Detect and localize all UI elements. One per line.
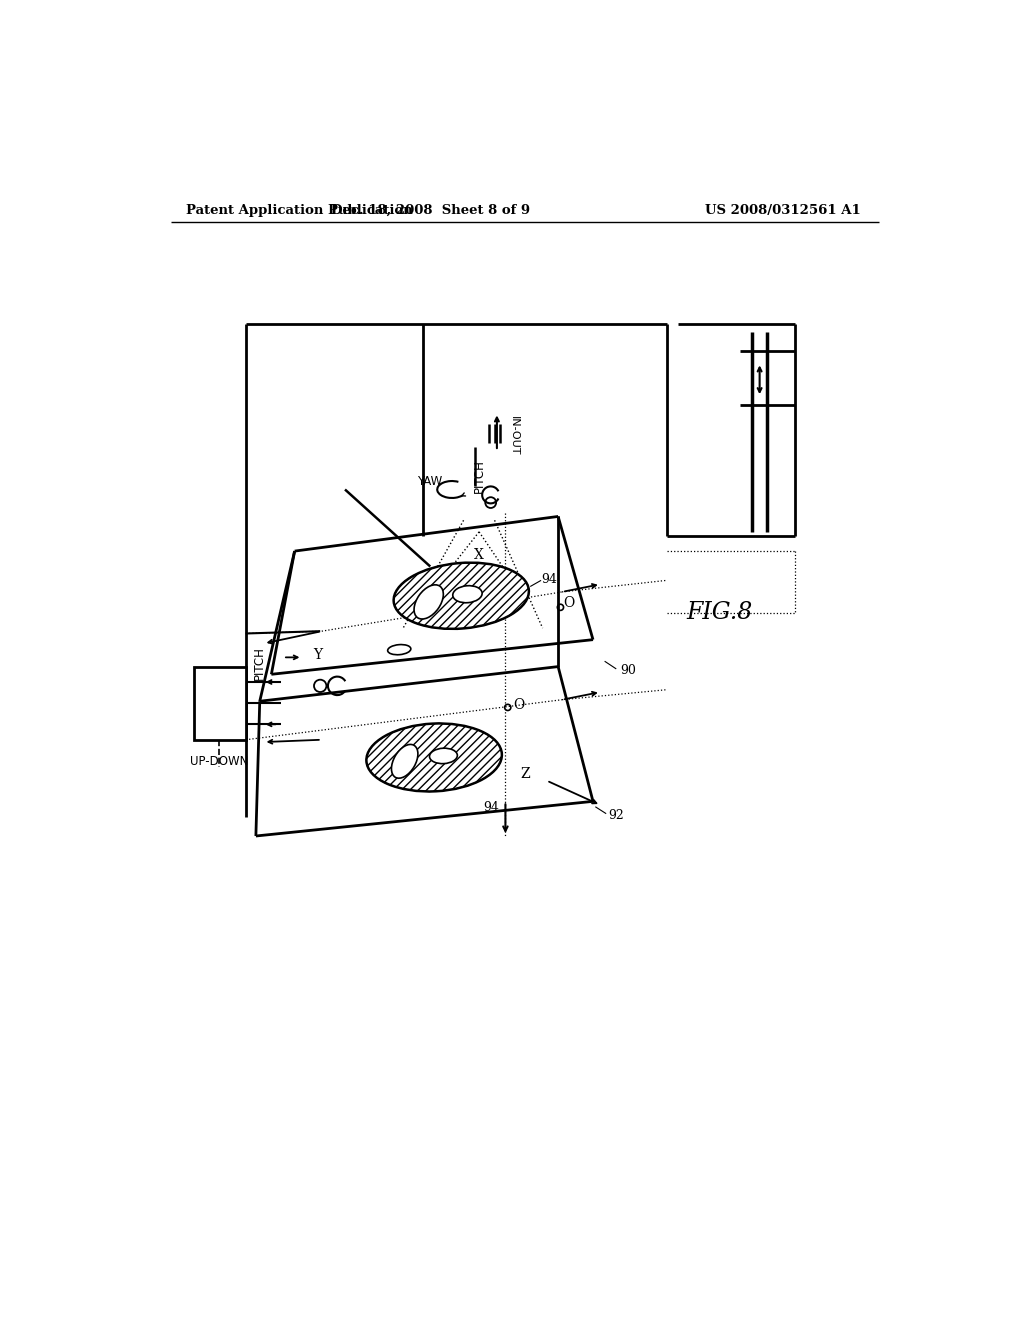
Text: Z: Z <box>520 767 529 781</box>
Ellipse shape <box>429 748 458 764</box>
Text: Y: Y <box>313 648 323 663</box>
Text: YAW: YAW <box>417 475 442 488</box>
Ellipse shape <box>414 585 443 619</box>
Text: 96: 96 <box>391 768 408 781</box>
Text: O: O <box>563 597 574 610</box>
Text: X: X <box>474 548 484 562</box>
Text: 96: 96 <box>403 606 419 619</box>
Text: US 2008/0312561 A1: US 2008/0312561 A1 <box>706 205 861 218</box>
Text: FIG.8: FIG.8 <box>686 601 753 624</box>
Text: O: O <box>514 698 525 711</box>
Text: Dec. 18, 2008  Sheet 8 of 9: Dec. 18, 2008 Sheet 8 of 9 <box>331 205 529 218</box>
Ellipse shape <box>391 744 418 779</box>
Ellipse shape <box>393 562 528 628</box>
Text: PITCH: PITCH <box>472 459 485 494</box>
Text: 90: 90 <box>621 664 636 677</box>
Ellipse shape <box>388 644 411 655</box>
Ellipse shape <box>453 586 482 603</box>
Text: 92: 92 <box>608 809 625 822</box>
Text: Patent Application Publication: Patent Application Publication <box>186 205 413 218</box>
Text: 94: 94 <box>541 573 557 586</box>
Text: IN-OUT: IN-OUT <box>509 416 519 455</box>
Text: UP-DOWN: UP-DOWN <box>190 755 249 768</box>
Text: 94: 94 <box>483 801 499 814</box>
Ellipse shape <box>367 723 502 792</box>
Bar <box>194 667 246 739</box>
Text: 98: 98 <box>454 572 469 585</box>
Text: PITCH: PITCH <box>253 645 266 680</box>
